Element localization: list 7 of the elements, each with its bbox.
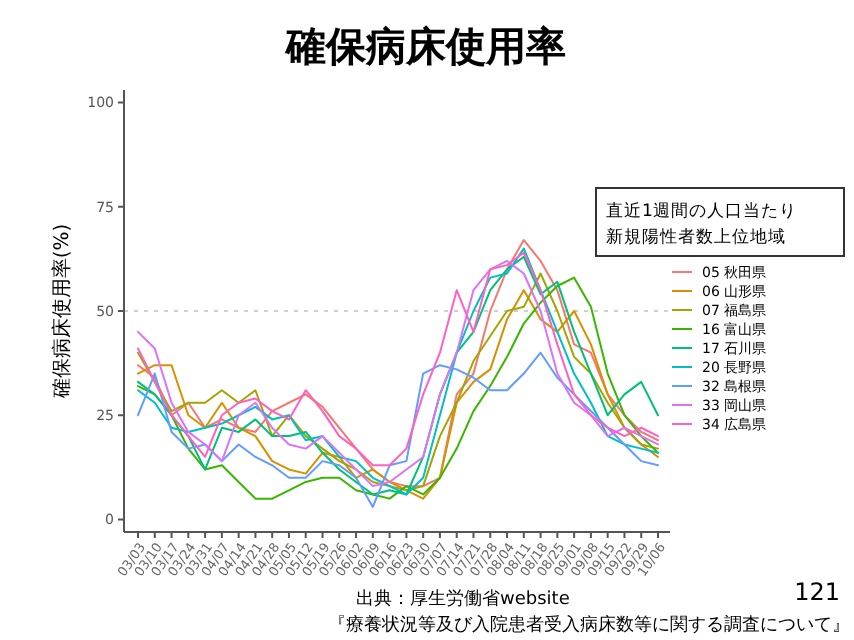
source-note: 出典：厚生労働省website — [356, 588, 571, 610]
chart-title: 確保病床使用率 — [284, 22, 566, 70]
line-series — [137, 351, 659, 508]
text: 121 — [794, 578, 840, 606]
text: 『療養状況等及び入院患者受入病床数等に関する調査について』 — [328, 614, 850, 636]
y-axis-title: 確保病床使用率(%) — [50, 223, 74, 401]
legend-title: 直近1週間の人口当たり新規陽性者数上位地域 — [606, 200, 797, 248]
